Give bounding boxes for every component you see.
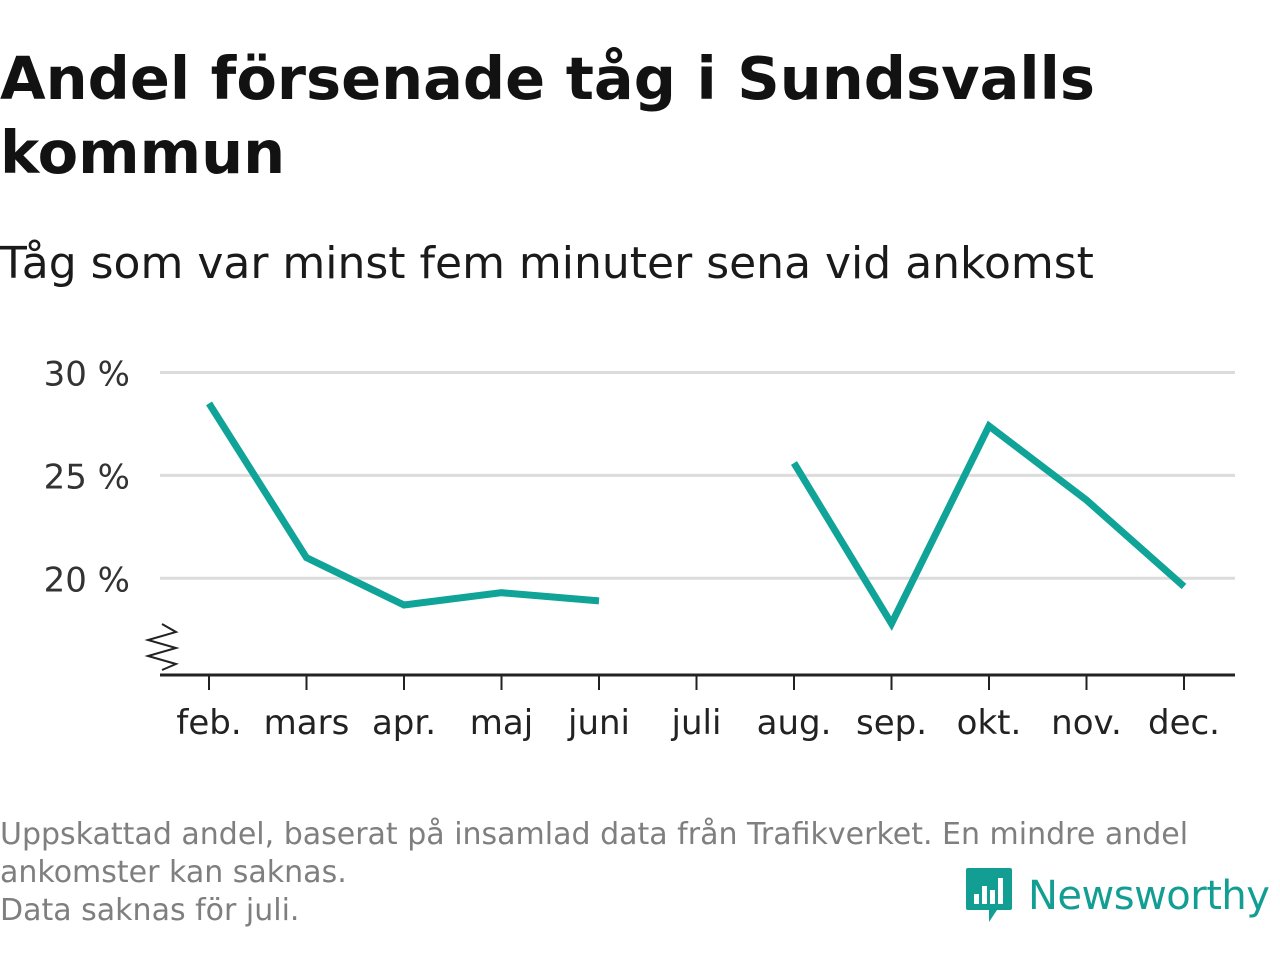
y-tick-label: 25 % — [44, 457, 130, 497]
footnote-line: Uppskattad andel, baserat på insamlad da… — [0, 817, 1189, 852]
x-tick-label: juli — [671, 703, 722, 743]
x-tick-label: feb. — [176, 703, 241, 743]
x-axis — [160, 673, 1235, 690]
gridlines — [160, 371, 1235, 580]
x-tick-label: juni — [567, 703, 630, 743]
footnote-line: ankomster kan saknas. — [0, 855, 347, 890]
x-tick-label: mars — [264, 703, 350, 743]
chart-title: Andel försenade tåg i Sundsvalls kommun — [0, 44, 1095, 187]
x-tick-label: dec. — [1148, 703, 1220, 743]
x-tick-label: sep. — [856, 703, 927, 743]
x-axis-tick-labels: feb. mars apr. maj juni juli aug. sep. okt. nov. d… — [176, 703, 1220, 743]
footnote-line: Data saknas för juli. — [0, 893, 300, 928]
x-tick-label: maj — [470, 703, 533, 743]
x-tick-label: aug. — [757, 703, 832, 743]
x-tick-label: okt. — [957, 703, 1022, 743]
series-lines — [206, 401, 1187, 631]
line-chart: 20 % 25 % 30 % feb. mars apr. maj juni juli aug.… — [44, 355, 1235, 743]
series-line-segment — [206, 401, 600, 609]
y-axis-tick-labels: 20 % 25 % 30 % — [44, 355, 130, 601]
x-tick-label: apr. — [372, 703, 436, 743]
axis-break-icon — [144, 623, 180, 671]
y-tick-label: 20 % — [44, 560, 130, 600]
x-tick-label: nov. — [1051, 703, 1122, 743]
bar-chart-speech-bubble-icon — [966, 868, 1012, 922]
brand-name: Newsworthy — [1028, 873, 1270, 919]
series-line-segment — [791, 420, 1187, 631]
y-tick-label: 30 % — [44, 355, 130, 395]
footnote: Uppskattad andel, baserat på insamlad da… — [0, 816, 1270, 930]
brand-logo: Newsworthy — [964, 864, 1270, 928]
chart-subtitle: Tåg som var minst fem minuter sena vid a… — [0, 238, 1094, 289]
